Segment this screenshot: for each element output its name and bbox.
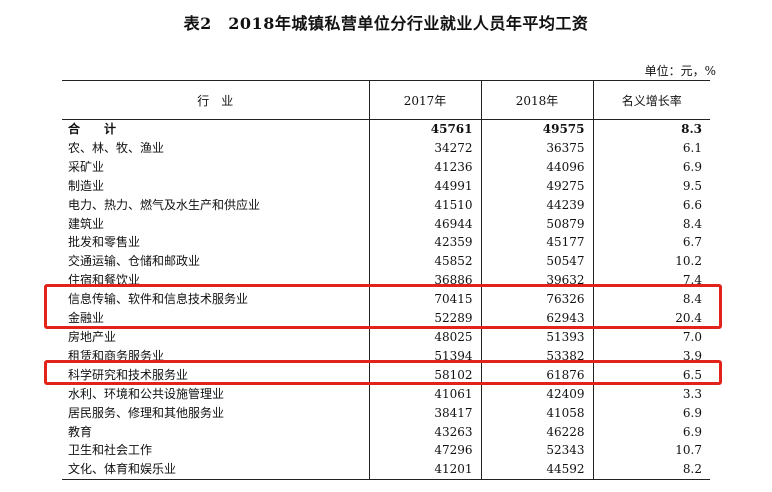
- industry-cell: 居民服务、修理和其他服务业: [68, 405, 225, 420]
- header-2017: 2017年: [368, 80, 481, 120]
- value-2018-cell: 41058: [480, 403, 593, 423]
- value-2018-cell: 50547: [480, 252, 593, 272]
- growth-rate-cell: 3.3: [592, 384, 710, 404]
- table-row: 水利、环境和公共设施管理业 41061 42409 3.3: [62, 384, 710, 404]
- industry-cell: 文化、体育和娱乐业: [62, 460, 369, 481]
- header-2018: 2018年: [480, 80, 593, 120]
- growth-rate-cell: 6.9: [592, 422, 710, 442]
- value-2018-cell: 44096: [480, 157, 593, 177]
- value-2017-cell: 38417: [368, 403, 481, 423]
- value-2018-cell: 36375: [480, 138, 593, 158]
- header-industry: 行 业: [62, 80, 369, 120]
- industry-cell: 电力、热力、燃气及水生产和供应业: [68, 197, 261, 212]
- growth-rate-cell: 8.2: [592, 460, 710, 481]
- value-2018-cell: 61876: [480, 365, 593, 385]
- growth-rate-cell: 6.9: [592, 157, 710, 177]
- industry-cell: 科学研究和技术服务业: [68, 367, 189, 382]
- value-2017-cell: 58102: [368, 365, 481, 385]
- value-2017-cell: 46944: [368, 214, 481, 234]
- industry-cell: 信息传输、软件和信息技术服务业: [68, 292, 249, 307]
- industry-cell: 卫生和社会工作: [68, 443, 153, 458]
- value-2018-cell: 62943: [480, 309, 593, 328]
- table-header-row: 行 业 2017年 2018年 名义增长率: [62, 80, 710, 120]
- unit-label: 单位：元，%: [644, 64, 716, 78]
- value-2017-cell: 48025: [368, 327, 481, 347]
- industry-cell: 交通运输、仓储和邮政业: [68, 254, 201, 269]
- industry-cell: 合 计: [68, 122, 123, 136]
- value-2018-cell: 46228: [480, 422, 593, 442]
- growth-rate-cell: 6.6: [592, 195, 710, 215]
- table-title: 表2 2018年城镇私营单位分行业就业人员年平均工资: [183, 14, 589, 33]
- table-row: 建筑业 46944 50879 8.4: [62, 214, 710, 234]
- value-2017-cell: 43263: [368, 422, 481, 442]
- growth-rate-cell: 8.4: [592, 290, 710, 310]
- value-2017-cell: 45761: [368, 119, 481, 139]
- value-2018-cell: 49575: [480, 119, 593, 139]
- value-2017-cell: 52289: [368, 309, 481, 328]
- value-2017-cell: 44991: [368, 176, 481, 196]
- value-2018-cell: 76326: [480, 290, 593, 310]
- growth-rate-cell: 8.3: [592, 119, 710, 139]
- value-2017-cell: 41236: [368, 157, 481, 177]
- table-row: 采矿业 41236 44096 6.9: [62, 157, 710, 177]
- value-2017-cell: 70415: [368, 290, 481, 310]
- table-row: 电力、热力、燃气及水生产和供应业 41510 44239 6.6: [62, 195, 710, 215]
- industry-cell: 住宿和餐饮业: [68, 273, 141, 288]
- industry-cell: 批发和零售业: [68, 235, 141, 250]
- highlight-box-science: [44, 360, 722, 385]
- growth-rate-cell: 7.0: [592, 327, 710, 347]
- table-row: 文化、体育和娱乐业 41201 44592 8.2: [62, 460, 710, 481]
- value-2017-cell: 45852: [368, 252, 481, 272]
- value-2018-cell: 44592: [480, 460, 593, 481]
- growth-rate-cell: 6.7: [592, 233, 710, 253]
- table-row: 制造业 44991 49275 9.5: [62, 176, 710, 196]
- growth-rate-cell: 10.7: [592, 441, 710, 461]
- industry-cell: 建筑业: [68, 216, 105, 231]
- table-row: 交通运输、仓储和邮政业 45852 50547 10.2: [62, 252, 710, 272]
- table-row: 教育 43263 46228 6.9: [62, 422, 710, 442]
- value-2018-cell: 49275: [480, 176, 593, 196]
- value-2017-cell: 34272: [368, 138, 481, 158]
- industry-cell: 教育: [68, 424, 93, 439]
- value-2018-cell: 51393: [480, 327, 593, 347]
- industry-cell: 农、林、牧、渔业: [68, 140, 165, 155]
- industry-cell: 租赁和商务服务业: [68, 348, 165, 363]
- industry-cell: 采矿业: [68, 159, 105, 174]
- growth-rate-cell: 6.5: [592, 365, 710, 385]
- table-row: 金融业 52289 62943 20.4: [62, 309, 710, 328]
- header-growth: 名义增长率: [592, 80, 710, 120]
- value-2018-cell: 44239: [480, 195, 593, 215]
- table-row: 居民服务、修理和其他服务业 38417 41058 6.9: [62, 403, 710, 423]
- total-row: 合 计 45761 49575 8.3: [62, 119, 710, 139]
- industry-cell: 制造业: [68, 178, 105, 193]
- table-row: 批发和零售业 42359 45177 6.7: [62, 233, 710, 253]
- value-2017-cell: 41201: [368, 460, 481, 481]
- table-row: 房地产业 48025 51393 7.0: [62, 327, 710, 347]
- value-2018-cell: 50879: [480, 214, 593, 234]
- value-2018-cell: 52343: [480, 441, 593, 461]
- growth-rate-cell: 9.5: [592, 176, 710, 196]
- value-2017-cell: 42359: [368, 233, 481, 253]
- industry-cell: 房地产业: [68, 329, 117, 344]
- table-body: 合 计 45761 49575 8.3 农、林、牧、渔业 34272 36375 6.1 采矿业…: [62, 119, 710, 481]
- growth-rate-cell: 6.9: [592, 403, 710, 423]
- table-row: 卫生和社会工作 47296 52343 10.7: [62, 441, 710, 461]
- growth-rate-cell: 10.2: [592, 252, 710, 272]
- value-2018-cell: 42409: [480, 384, 593, 404]
- table-row: 农、林、牧、渔业 34272 36375 6.1: [62, 138, 710, 158]
- industry-cell: 金融业: [68, 311, 105, 326]
- table-row: 信息传输、软件和信息技术服务业 70415 76326 8.4: [62, 290, 710, 310]
- highlight-box-it-finance: [44, 284, 722, 329]
- value-2017-cell: 41510: [368, 195, 481, 215]
- growth-rate-cell: 8.4: [592, 214, 710, 234]
- value-2017-cell: 41061: [368, 384, 481, 404]
- growth-rate-cell: 20.4: [592, 309, 710, 328]
- table-row: 科学研究和技术服务业 58102 61876 6.5: [62, 365, 710, 385]
- growth-rate-cell: 6.1: [592, 138, 710, 158]
- wage-table: 行 业 2017年 2018年 名义增长率 合 计 45761 49575 8.3 农、…: [62, 80, 710, 481]
- industry-cell: 水利、环境和公共设施管理业: [68, 386, 225, 401]
- value-2017-cell: 47296: [368, 441, 481, 461]
- value-2018-cell: 45177: [480, 233, 593, 253]
